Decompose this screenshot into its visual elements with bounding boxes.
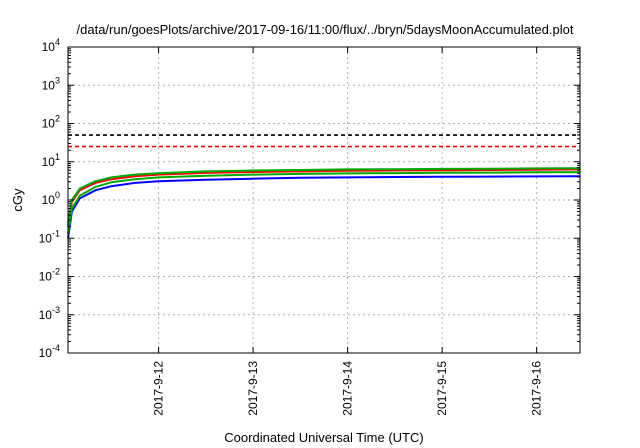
x-tick-label: 2017-9-16 xyxy=(530,361,544,416)
y-tick-label: 100 xyxy=(42,190,60,207)
axis-ticks: 104 103 102 101 100 10-1 10-2 10-3 10-4 2017-9-12… xyxy=(39,37,580,416)
y-tick-label: 101 xyxy=(42,152,60,169)
chart-title: /data/run/goesPlots/archive/2017-09-16/1… xyxy=(77,22,574,37)
y-tick-label: 10-1 xyxy=(39,228,60,245)
x-tick-label: 2017-9-12 xyxy=(152,361,166,416)
reference-lines xyxy=(68,134,580,148)
y-axis-label: cGy xyxy=(10,188,25,212)
y-tick-label: 103 xyxy=(42,75,60,92)
series-line xyxy=(67,167,581,224)
series-line xyxy=(67,175,581,239)
series-line xyxy=(67,171,581,235)
x-tick-label: 2017-9-15 xyxy=(435,361,449,416)
y-tick-label: 104 xyxy=(42,37,60,54)
y-tick-label: 10-4 xyxy=(39,343,60,360)
y-tick-label: 10-3 xyxy=(39,305,60,322)
x-axis-label: Coordinated Universal Time (UTC) xyxy=(224,430,423,445)
x-tick-label: 2017-9-13 xyxy=(246,361,260,416)
series-line xyxy=(67,168,581,227)
y-tick-label: 102 xyxy=(42,114,60,131)
y-tick-label: 10-2 xyxy=(39,267,60,284)
x-tick-label: 2017-9-14 xyxy=(341,361,355,416)
series-lines xyxy=(67,167,581,239)
